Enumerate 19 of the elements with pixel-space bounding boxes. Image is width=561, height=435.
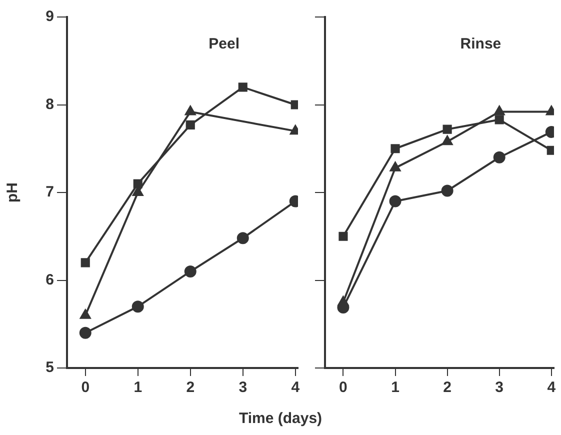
x-axis-title: Time (days) — [238, 410, 324, 427]
x-tick-label: 0 — [81, 379, 90, 396]
x-tick-label: 1 — [391, 379, 400, 396]
x-tick-label: 2 — [186, 379, 195, 396]
y-tick-label: 8 — [46, 96, 54, 113]
x-tick-label: 1 — [134, 379, 142, 396]
x-tick-label: 3 — [495, 379, 504, 396]
text: Peel — [208, 36, 240, 53]
y-tick-label: 9 — [46, 8, 54, 26]
text: Rinse — [460, 36, 502, 53]
x-tick-label: 4 — [547, 379, 556, 396]
y-tick-label: 6 — [46, 271, 54, 288]
y-axis-title: pH — [4, 182, 22, 202]
x-tick-label: 2 — [443, 379, 452, 396]
x-tick-label: 4 — [291, 379, 300, 396]
x-tick-label: 3 — [238, 379, 248, 396]
x-tick-label: 0 — [339, 379, 348, 396]
y-tick-label: 7 — [46, 184, 54, 201]
y-tick-label: 5 — [46, 359, 54, 376]
